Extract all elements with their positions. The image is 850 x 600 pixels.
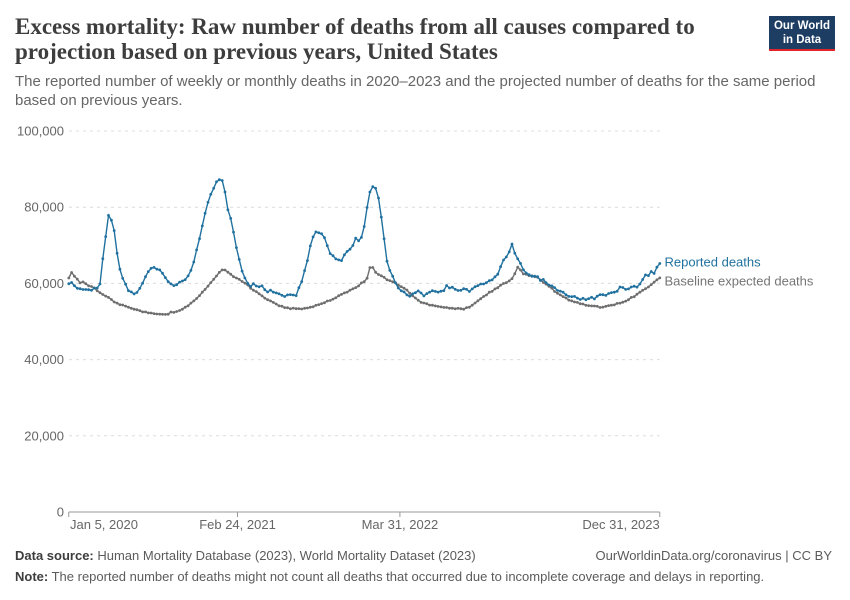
- svg-text:60,000: 60,000: [24, 276, 64, 291]
- svg-text:Jan 5, 2020: Jan 5, 2020: [70, 517, 138, 532]
- svg-text:Mar 31, 2022: Mar 31, 2022: [362, 517, 439, 532]
- svg-text:Baseline expected deaths: Baseline expected deaths: [665, 274, 814, 289]
- svg-text:Reported deaths: Reported deaths: [665, 255, 762, 270]
- svg-text:100,000: 100,000: [17, 124, 64, 139]
- svg-text:20,000: 20,000: [24, 428, 64, 443]
- svg-text:80,000: 80,000: [24, 200, 64, 215]
- svg-text:Feb 24, 2021: Feb 24, 2021: [199, 517, 276, 532]
- svg-text:Dec 31, 2023: Dec 31, 2023: [582, 517, 659, 532]
- svg-text:0: 0: [57, 505, 64, 520]
- svg-text:40,000: 40,000: [24, 352, 64, 367]
